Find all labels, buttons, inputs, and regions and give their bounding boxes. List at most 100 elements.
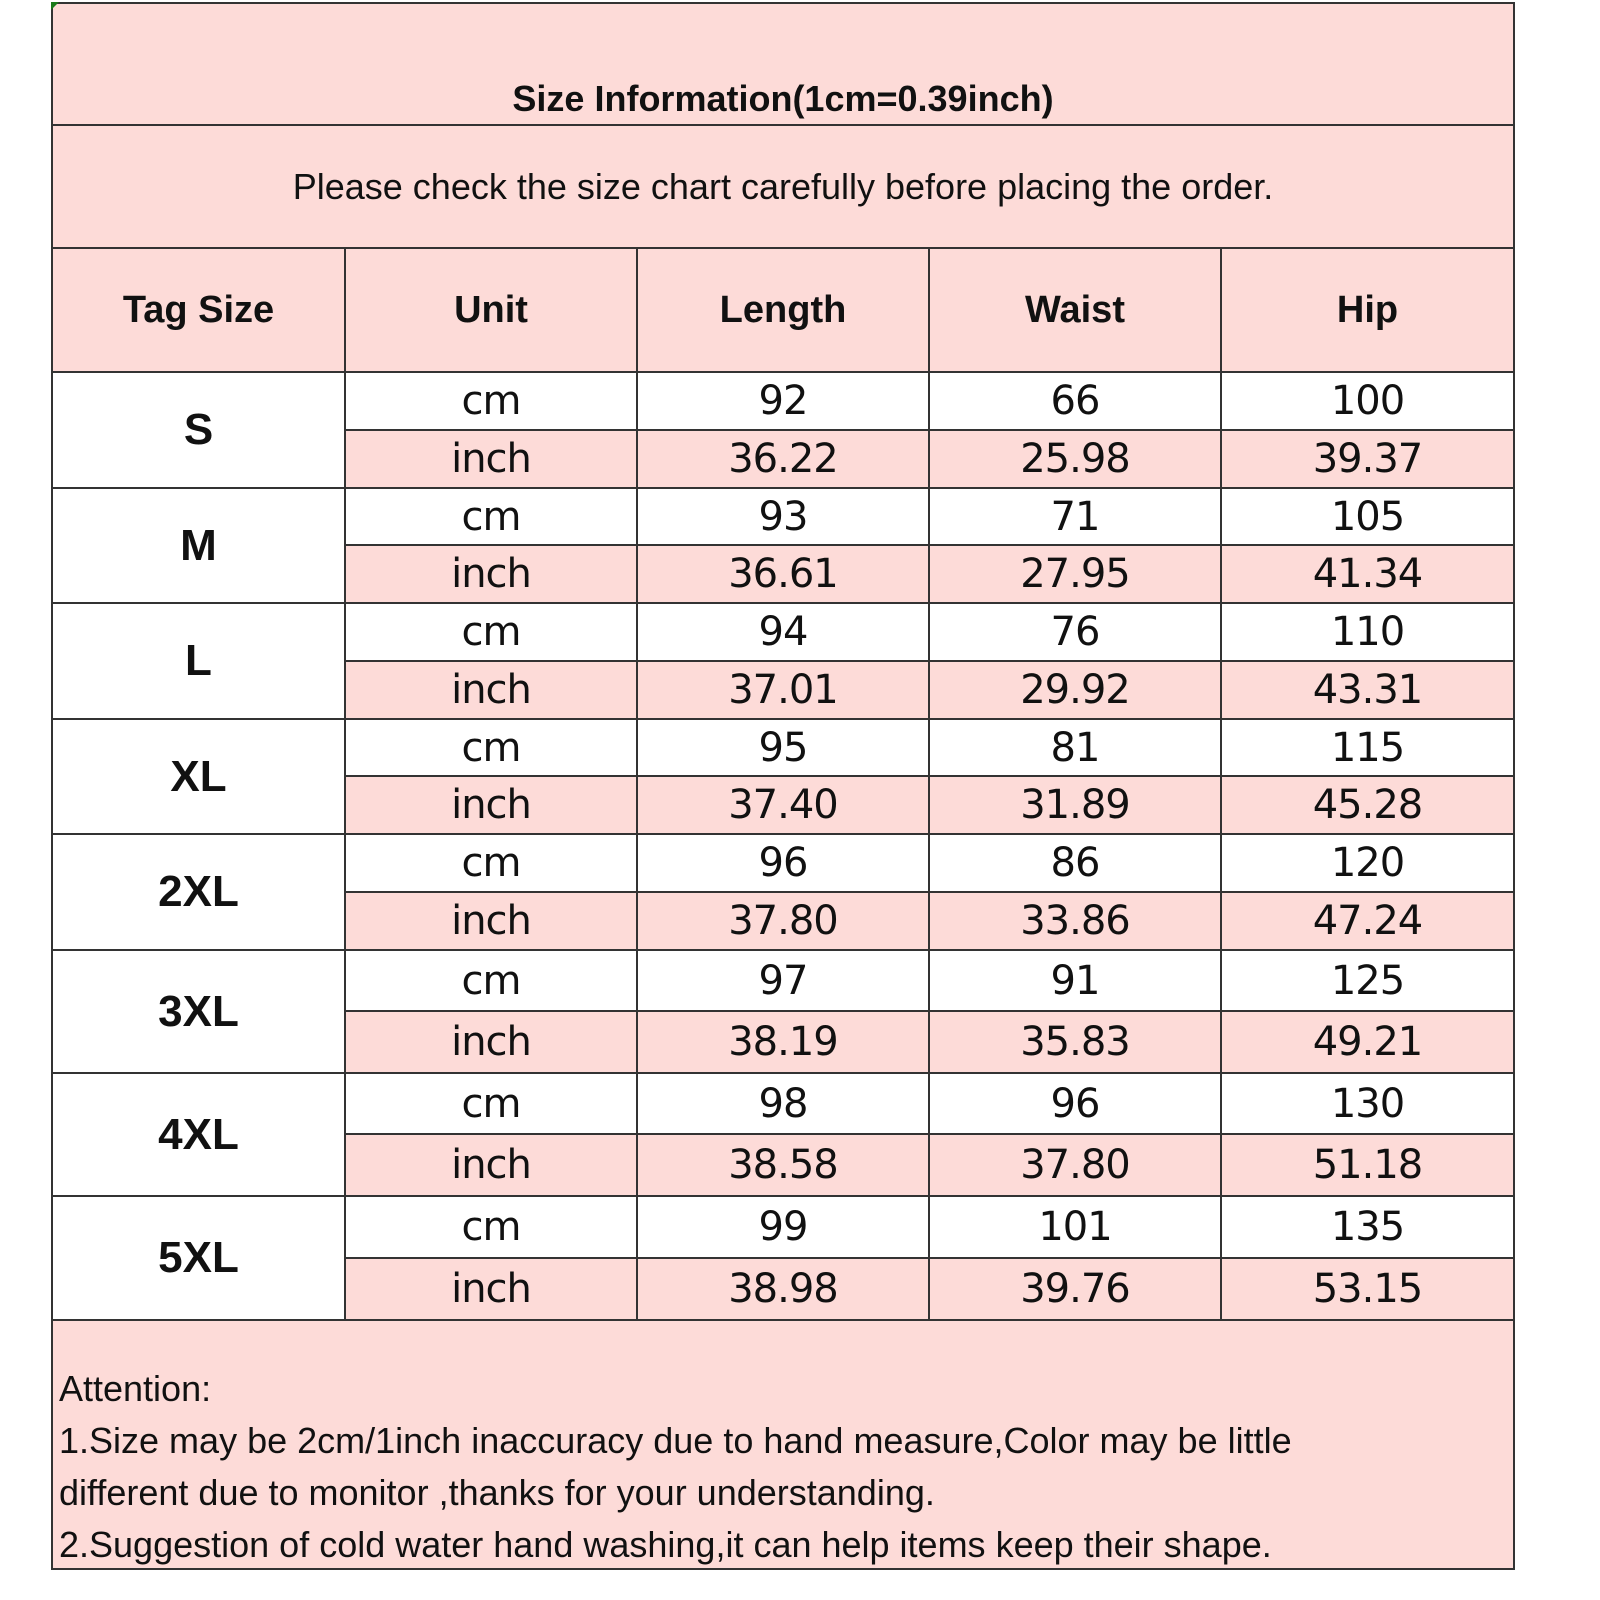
length-cell: 36.61 [636,544,930,604]
size-row-cm: 4XL cm 98 96 130 [53,1072,1513,1197]
unit-cell: cm [344,1195,638,1259]
waist-cell: 66 [928,371,1222,431]
unit-cell: cm [344,718,638,777]
tag-size-cell: L [53,602,346,720]
unit-cell: inch [345,544,638,604]
hip-cell: 130 [1220,1072,1513,1135]
waist-cell: 37.80 [928,1133,1222,1197]
unit-cell: cm [344,1072,638,1135]
size-row-inch: inch 38.19 35.83 49.21 [53,1010,1513,1074]
length-cell: 96 [636,833,930,893]
hip-cell: 120 [1220,833,1513,893]
length-cell: 37.80 [636,891,930,951]
size-row-cm: XL cm 95 81 115 [53,718,1513,835]
attention-line: 1.Size may be 2cm/1inch inaccuracy due t… [59,1420,1292,1461]
tag-size-cell: M [53,487,346,604]
length-cell: 38.19 [636,1010,930,1074]
hip-cell: 53.15 [1220,1257,1513,1321]
hip-cell: 115 [1220,718,1513,777]
hip-cell: 43.31 [1220,660,1513,720]
attention-line: 2.Suggestion of cold water hand washing,… [59,1524,1272,1565]
corner-marker [51,2,59,10]
size-row-inch: inch 38.58 37.80 51.18 [53,1133,1513,1197]
length-cell: 93 [636,487,930,546]
hip-cell: 45.28 [1220,775,1513,835]
unit-cell: inch [345,1010,638,1074]
tag-size-cell: 5XL [53,1195,346,1321]
waist-cell: 39.76 [928,1257,1222,1321]
hip-cell: 125 [1220,949,1513,1012]
length-cell: 94 [636,602,930,662]
size-row-cm: 2XL cm 96 86 120 [53,833,1513,951]
unit-cell: inch [345,429,638,489]
size-chart: Size Information(1cm=0.39inch) Please ch… [51,2,1515,1570]
hip-cell: 47.24 [1220,891,1513,951]
tag-size-cell: 4XL [53,1072,346,1197]
hip-cell: 135 [1220,1195,1513,1259]
size-row-inch: inch 37.01 29.92 43.31 [53,660,1513,720]
waist-cell: 76 [928,602,1222,662]
tag-size-cell: S [53,371,346,489]
header-row: Tag Size Unit Length Waist Hip [53,249,1513,373]
unit-cell: cm [344,833,638,893]
unit-cell: cm [344,371,638,431]
unit-cell: cm [344,487,638,546]
header-unit: Unit [344,249,638,373]
waist-cell: 96 [928,1072,1222,1135]
hip-cell: 110 [1220,602,1513,662]
unit-cell: inch [345,891,638,951]
length-cell: 38.58 [636,1133,930,1197]
waist-cell: 86 [928,833,1222,893]
length-cell: 92 [636,371,930,431]
header-tag-size: Tag Size [53,249,346,373]
hip-cell: 100 [1220,371,1513,431]
tag-size-cell: XL [53,718,346,835]
size-row-cm: 3XL cm 97 91 125 [53,949,1513,1074]
hip-cell: 51.18 [1220,1133,1513,1197]
length-cell: 98 [636,1072,930,1135]
unit-cell: inch [345,1133,638,1197]
length-cell: 95 [636,718,930,777]
chart-subtitle: Please check the size chart carefully be… [53,126,1513,249]
waist-cell: 27.95 [928,544,1222,604]
hip-cell: 105 [1220,487,1513,546]
size-row-cm: 5XL cm 99 101 135 [53,1195,1513,1321]
unit-cell: cm [344,602,638,662]
length-cell: 97 [636,949,930,1012]
length-cell: 36.22 [636,429,930,489]
waist-cell: 29.92 [928,660,1222,720]
unit-cell: inch [345,660,638,720]
size-row-inch: inch 37.40 31.89 45.28 [53,775,1513,835]
length-cell: 37.40 [636,775,930,835]
hip-cell: 49.21 [1220,1010,1513,1074]
waist-cell: 101 [928,1195,1222,1259]
unit-cell: cm [344,949,638,1012]
unit-cell: inch [345,775,638,835]
attention-line: different due to monitor ,thanks for you… [59,1472,935,1513]
tag-size-cell: 2XL [53,833,346,951]
waist-cell: 31.89 [928,775,1222,835]
hip-cell: 39.37 [1220,429,1513,489]
header-hip: Hip [1220,249,1513,373]
header-length: Length [636,249,930,373]
size-row-inch: inch 37.80 33.86 47.24 [53,891,1513,951]
waist-cell: 71 [928,487,1222,546]
attention-notes: Attention: 1.Size may be 2cm/1inch inacc… [53,1321,1513,1568]
chart-title: Size Information(1cm=0.39inch) [53,4,1513,126]
header-waist: Waist [928,249,1222,373]
unit-cell: inch [345,1257,638,1321]
size-row-inch: inch 38.98 39.76 53.15 [53,1257,1513,1321]
waist-cell: 91 [928,949,1222,1012]
waist-cell: 35.83 [928,1010,1222,1074]
tag-size-cell: 3XL [53,949,346,1074]
length-cell: 37.01 [636,660,930,720]
waist-cell: 25.98 [928,429,1222,489]
length-cell: 38.98 [636,1257,930,1321]
attention-heading: Attention: [59,1368,212,1409]
length-cell: 99 [636,1195,930,1259]
size-row-inch: inch 36.22 25.98 39.37 [53,429,1513,489]
